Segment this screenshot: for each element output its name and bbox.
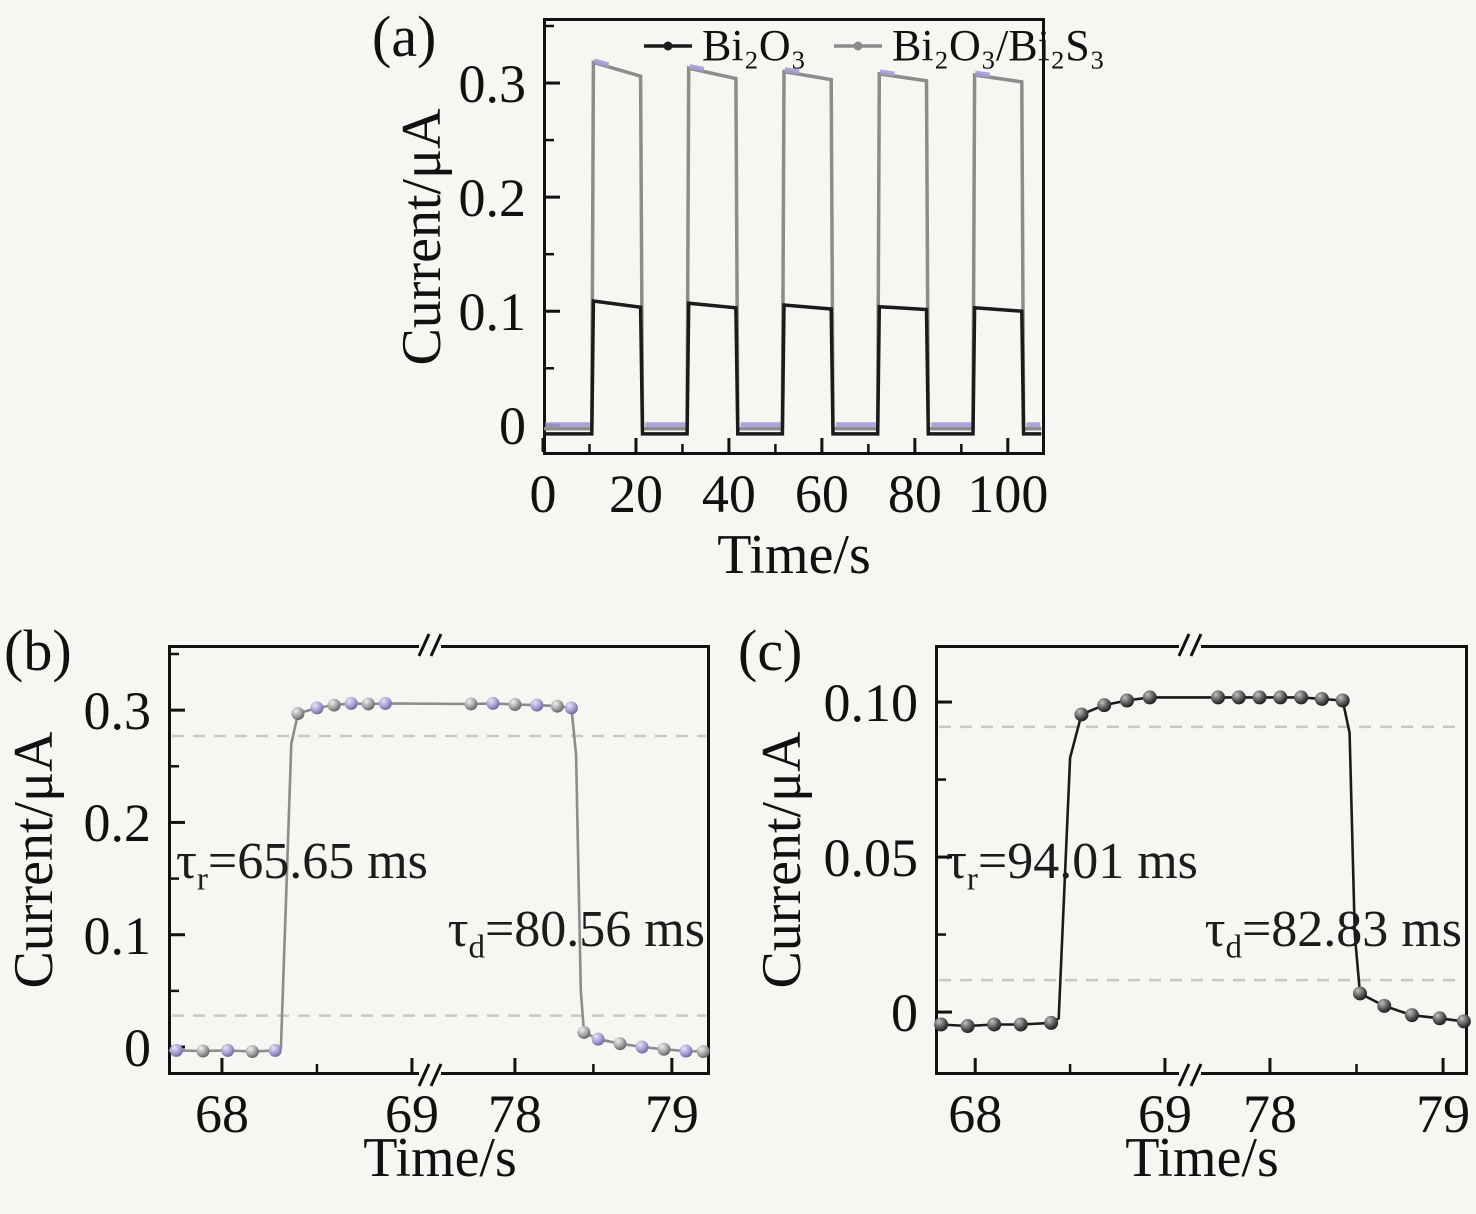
legend-label-bi2o3: Bi₂O₃ (702, 21, 807, 70)
panel-a-y-tick-label: 0.3 (458, 54, 527, 115)
panel-a-x-axis-label: Time/s (717, 524, 871, 586)
panel-b-x-tick-label: 78 (487, 1084, 542, 1144)
panel-c-rise-time-annotation: τr=94.01 ms (946, 833, 1198, 898)
panel-c-x-tick-label: 78 (1242, 1084, 1297, 1144)
panel-b-y-tick-label: 0 (124, 1018, 151, 1079)
legend-item-composite: Bi₂O₃/Bi₂S₃ (832, 24, 1105, 68)
panel-a-tag: (a) (372, 4, 437, 69)
panel-c-plot (934, 633, 1471, 1087)
panel-b-y-tick-label: 0.3 (83, 681, 152, 742)
panel-b-y-tick-label: 0.2 (83, 793, 152, 854)
panel-c-tag: (c) (738, 618, 803, 683)
panel-a-y-tick-label: 0.1 (458, 282, 527, 343)
panel-a-x-tick-label: 80 (887, 464, 942, 524)
panel-c-x-axis-label: Time/s (1125, 1127, 1279, 1189)
panel-c-x-tick-label: 69 (1137, 1084, 1192, 1144)
panel-b-rise-time-annotation: τr=65.65 ms (176, 833, 428, 898)
panel-a-x-tick-label: 20 (608, 464, 663, 524)
panel-c-x-tick-label: 68 (948, 1084, 1003, 1144)
panel-a-x-tick-label: 60 (794, 464, 849, 524)
panel-c-x-tick-label: 79 (1416, 1084, 1471, 1144)
legend-item-bi2o3: Bi₂O₃ (642, 24, 806, 68)
panel-a-y-tick-label: 0 (499, 396, 526, 457)
panel-b-y-tick-label: 0.1 (83, 905, 152, 966)
panel-b-x-tick-label: 69 (384, 1084, 439, 1144)
legend-label-composite: Bi₂O₃/Bi₂S₃ (892, 21, 1106, 70)
composite-line-marker-icon (834, 41, 883, 51)
panel-a-x-tick-label: 100 (967, 464, 1049, 524)
panel-c-y-tick-label: 0 (891, 983, 918, 1044)
panel-b-plot (168, 633, 710, 1087)
panel-a-x-tick-label: 0 (529, 464, 557, 524)
panel-a-plot (541, 18, 1045, 455)
panel-b-x-axis-label: Time/s (363, 1127, 517, 1189)
panel-c-decay-time-annotation: τd=82.83 ms (1204, 901, 1462, 966)
panel-b-x-tick-label: 68 (194, 1084, 249, 1144)
panel-c-y-tick-label: 0.10 (823, 673, 919, 734)
panel-c-y-tick-label: 0.05 (823, 828, 919, 889)
panel-a-y-tick-label: 0.2 (458, 168, 527, 229)
panel-a-x-tick-label: 40 (701, 464, 756, 524)
bi2o3-line-marker-icon (644, 41, 692, 51)
legend: Bi₂O₃ Bi₂O₃/Bi₂S₃ (642, 24, 1105, 68)
panel-b-x-tick-label: 79 (644, 1084, 699, 1144)
panel-b-tag: (b) (4, 618, 72, 683)
panel-b-decay-time-annotation: τd=80.56 ms (447, 901, 705, 966)
